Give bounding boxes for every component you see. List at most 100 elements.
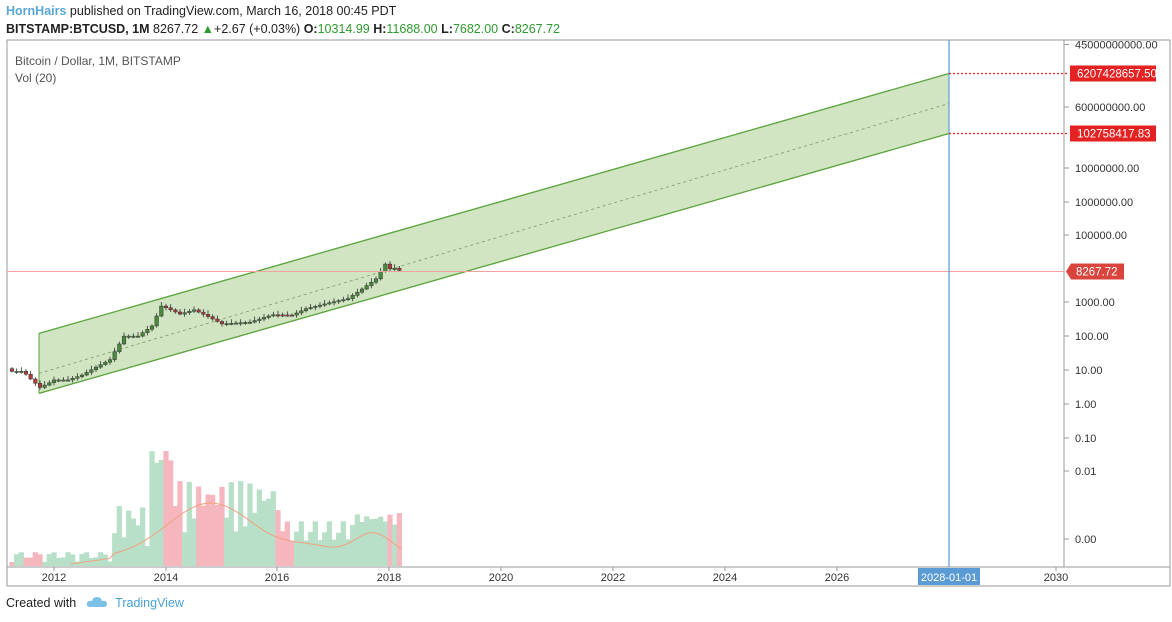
footer: Created with TradingView — [6, 596, 184, 611]
candle-body — [177, 311, 183, 315]
low-value: 7682.00 — [452, 22, 499, 36]
candle-body — [327, 302, 332, 305]
volume-bar — [224, 517, 230, 566]
volume-bar — [144, 545, 150, 566]
candle-body — [359, 288, 365, 293]
candle-body — [261, 317, 267, 320]
volume-bar — [284, 521, 290, 566]
chart-border — [6, 39, 1171, 587]
candle-body — [336, 300, 341, 303]
volume-bar — [312, 521, 318, 566]
candle-body — [121, 335, 127, 345]
x-tick-label: 2030 — [1044, 572, 1068, 584]
lower-target-price-label: 102758417.83 — [1077, 129, 1151, 141]
volume-bar — [219, 486, 225, 566]
volume-bar — [331, 539, 337, 566]
tradingview-link[interactable]: TradingView — [115, 596, 184, 610]
candle-body — [65, 379, 71, 382]
volume-bar — [140, 507, 146, 566]
candle-body — [61, 379, 66, 382]
volume-bar — [308, 531, 314, 566]
candle-body — [98, 364, 103, 368]
y-tick-label: 1000.00 — [1075, 297, 1115, 309]
volume-bar — [149, 451, 155, 566]
volume-bar — [196, 486, 202, 566]
candle-body — [140, 332, 145, 337]
change-value: +2.67 (+0.03%) — [214, 22, 301, 36]
candle-body — [149, 325, 155, 330]
channel-upper-line[interactable] — [38, 72, 950, 335]
candle-body — [275, 314, 281, 317]
volume-bar — [186, 482, 192, 566]
volume-bar — [205, 494, 211, 566]
volume-bar — [18, 552, 24, 566]
volume-bar — [317, 540, 323, 566]
volume-bar — [56, 557, 62, 566]
candle-body — [238, 322, 243, 325]
volume-bar — [373, 518, 379, 566]
candle-body — [182, 312, 187, 315]
volume-bar — [354, 514, 360, 566]
candle-body — [14, 371, 19, 373]
candle-body — [364, 285, 369, 290]
candle-body — [247, 321, 253, 324]
candle-body — [313, 306, 318, 308]
low-label: L: — [441, 22, 453, 36]
candle-body — [37, 383, 43, 388]
y-tick-label: 45000000000.00 — [1075, 40, 1158, 52]
candle-body — [322, 303, 327, 306]
x-tick-label: 2016 — [265, 572, 289, 584]
x-tick-label: 2024 — [713, 572, 737, 584]
candle-body — [191, 309, 197, 312]
volume-bar — [182, 532, 188, 566]
volume-bar — [32, 552, 38, 566]
volume-bar — [364, 516, 370, 566]
candle-body — [51, 379, 57, 383]
candle-body — [233, 322, 239, 325]
candle-body — [84, 372, 89, 376]
candle-body — [47, 382, 52, 386]
candle-body — [117, 343, 122, 353]
y-tick-label: 10.00 — [1075, 365, 1103, 377]
author-link[interactable]: HornHairs — [6, 4, 67, 18]
volume-bar — [336, 532, 342, 566]
ohlc-line: BITSTAMP:BTCUSD, 1M 8267.72 ▲+2.67 (+0.0… — [6, 22, 560, 36]
high-value: 11688.00 — [386, 22, 438, 36]
open-value: 10314.99 — [317, 22, 370, 36]
volume-bar — [191, 518, 197, 566]
y-tick-label: 100.00 — [1075, 331, 1109, 343]
candle-body — [135, 335, 141, 338]
volume-bar — [79, 553, 85, 566]
candle-body — [308, 307, 313, 309]
volume-bar — [396, 513, 402, 566]
created-with-label: Created with — [6, 596, 77, 610]
volume-bar — [121, 537, 127, 566]
volume-bar — [242, 526, 248, 566]
volume-bar — [65, 552, 71, 566]
candle-body — [369, 281, 374, 286]
candle-body — [75, 376, 80, 379]
volume-bar — [172, 506, 178, 566]
volume-bar — [270, 491, 276, 566]
candle-body — [201, 311, 206, 315]
candle-body — [163, 305, 169, 308]
last-price-label: 8267.72 — [1076, 266, 1118, 278]
volume-bar — [154, 462, 160, 566]
volume-bar — [294, 531, 300, 566]
candle-body — [224, 323, 229, 326]
volume-bar — [135, 525, 141, 566]
candle-body — [341, 299, 346, 302]
last-price: 8267.72 — [153, 22, 199, 36]
candle-body — [397, 268, 402, 271]
volume-bar — [359, 521, 365, 566]
volume-bar — [14, 554, 20, 566]
candle-body — [187, 311, 192, 313]
volume-bar — [84, 552, 90, 566]
candle-body — [196, 309, 201, 313]
channel-lower-line[interactable] — [38, 132, 950, 394]
candle-body — [299, 310, 304, 314]
candle-body — [93, 366, 99, 371]
x-tick-label: 2022 — [601, 572, 625, 584]
candle-body — [289, 314, 295, 317]
